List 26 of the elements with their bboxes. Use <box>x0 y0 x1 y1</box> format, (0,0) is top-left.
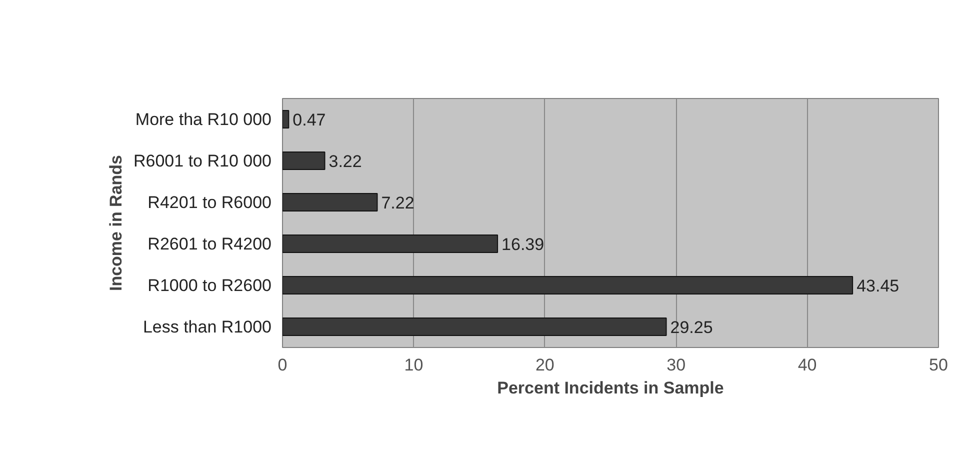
data-label: 16.39 <box>502 234 544 254</box>
x-tick-label: 0 <box>278 356 288 374</box>
data-label: 43.45 <box>856 276 900 296</box>
bar <box>282 234 498 253</box>
x-axis-title: Percent Incidents in Sample <box>497 378 724 398</box>
data-label: 3.22 <box>328 152 362 171</box>
data-label: 0.47 <box>292 110 326 130</box>
bar <box>282 110 290 128</box>
bar <box>282 152 326 170</box>
bar <box>282 276 854 294</box>
y-tick-label: R4201 to R6000 <box>148 192 272 212</box>
x-tick-label: 40 <box>798 356 817 374</box>
x-tick-label: 50 <box>929 356 948 374</box>
bar <box>282 318 667 336</box>
x-tick-label: 30 <box>666 356 686 374</box>
x-tick-label: 10 <box>404 356 424 374</box>
x-tick-label: 20 <box>535 356 554 374</box>
y-tick-label: R1000 to R2600 <box>148 276 272 295</box>
y-tick-label: R6001 to R10 000 <box>134 151 272 170</box>
data-label: 7.22 <box>381 193 414 212</box>
data-label: 29.25 <box>670 318 713 337</box>
y-tick-label: More tha R10 000 <box>135 110 272 129</box>
y-tick-label: Less than R1000 <box>142 317 272 336</box>
y-axis-title: Income in Rands <box>106 154 126 292</box>
bar <box>282 193 378 212</box>
y-tick-label: R2601 to R4200 <box>148 234 272 254</box>
